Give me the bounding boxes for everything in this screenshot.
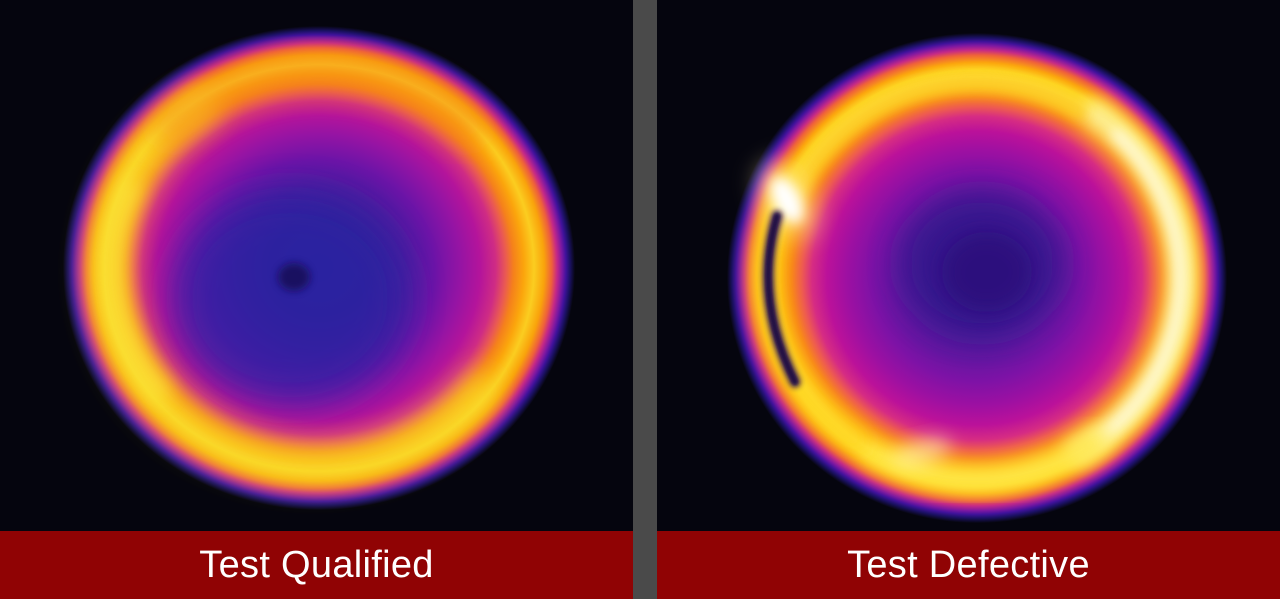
thermal-image-qualified: [0, 0, 633, 531]
thermal-ring-qualified: [63, 26, 575, 510]
ring-hot-band-left-core: [104, 180, 170, 400]
defect-crack-core: [765, 213, 798, 385]
result-label-qualified: Test Qualified: [199, 544, 434, 586]
result-banner-defective: Test Defective: [657, 531, 1280, 599]
ring-bottom-white-hint: [892, 438, 952, 466]
ring-overheat-band-right-core: [1091, 129, 1187, 446]
ring-warm-band-top: [154, 54, 484, 146]
ring-hot-band-bottom: [859, 427, 1110, 493]
result-banner-qualified: Test Qualified: [0, 531, 633, 599]
thermal-ring-defective: [727, 33, 1227, 523]
ring-hot-band-top: [788, 73, 1086, 199]
result-label-defective: Test Defective: [847, 544, 1090, 586]
thermal-image-defective: [657, 0, 1280, 531]
panel-qualified: Test Qualified: [0, 0, 633, 599]
defect-hotspot-icon: [770, 177, 804, 223]
panel-defective: Test Defective: [657, 0, 1280, 599]
ring-center-dark-spot-defective: [942, 232, 1032, 312]
panel-divider: [633, 0, 657, 599]
ring-center-dark-spot: [278, 263, 310, 291]
ring-core-cool-region: [172, 192, 408, 404]
